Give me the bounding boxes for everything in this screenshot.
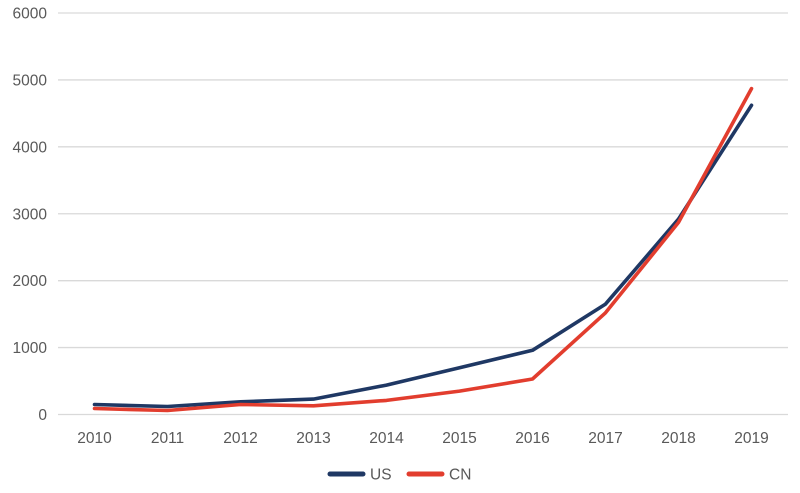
y-tick-label: 2000 <box>13 273 48 290</box>
x-tick-label: 2011 <box>151 430 184 447</box>
y-tick-label: 6000 <box>13 6 48 23</box>
x-tick-label: 2019 <box>734 430 768 447</box>
x-tick-label: 2010 <box>77 430 112 447</box>
series-line-cn <box>92 86 754 413</box>
x-tick-label: 2014 <box>369 430 404 447</box>
x-tick-label: 2018 <box>661 430 695 447</box>
y-tick-label: 4000 <box>13 139 48 156</box>
legend-label-cn: CN <box>449 467 471 484</box>
legend-label-us: US <box>370 467 392 484</box>
x-tick-label: 2017 <box>588 430 622 447</box>
series-line-us <box>92 103 754 409</box>
y-tick-label: 1000 <box>13 340 48 357</box>
y-tick-label: 3000 <box>13 206 48 223</box>
x-tick-label: 2015 <box>442 430 476 447</box>
x-tick-label: 2016 <box>515 430 549 447</box>
y-tick-label: 5000 <box>13 72 48 89</box>
x-tick-label: 2013 <box>296 430 330 447</box>
y-tick-label: 0 <box>38 407 47 424</box>
x-tick-label: 2012 <box>223 430 257 447</box>
